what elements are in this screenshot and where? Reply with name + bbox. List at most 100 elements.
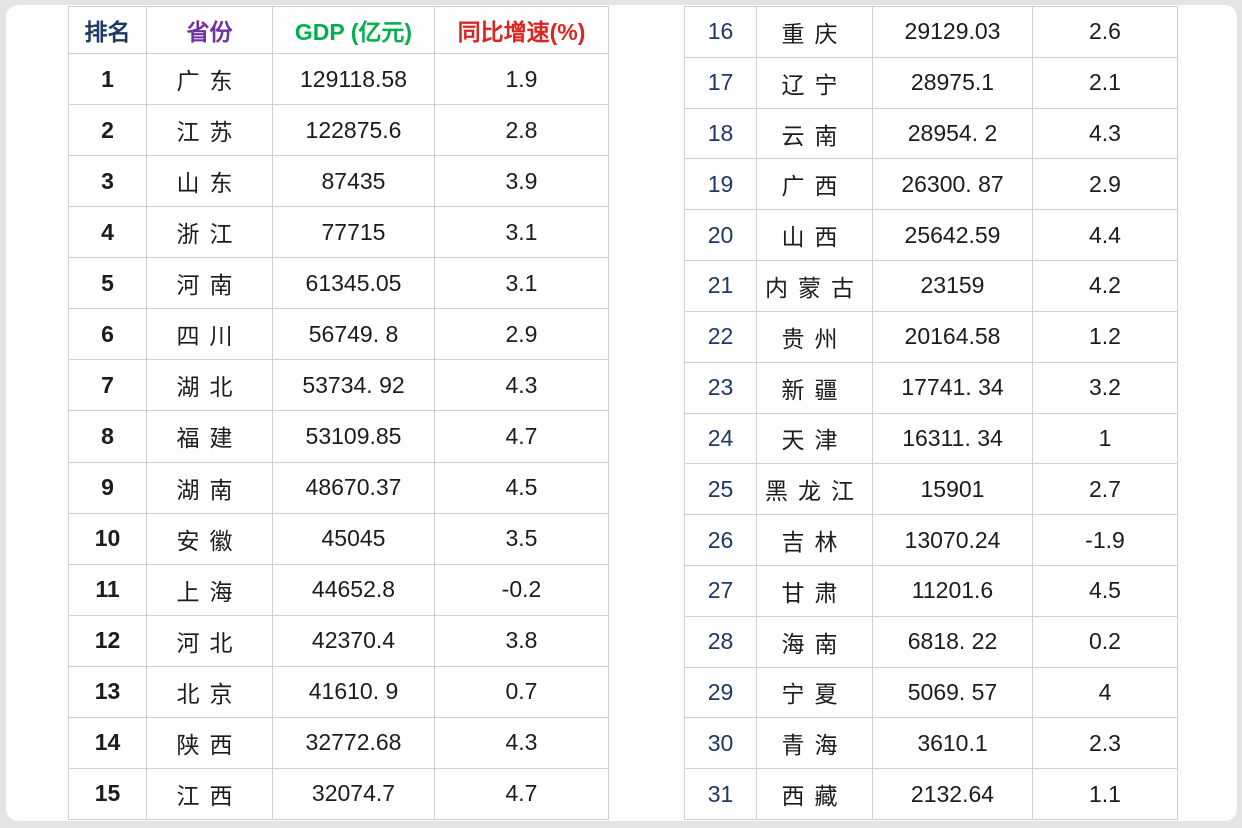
growth-cell: 1.2 <box>1032 310 1178 363</box>
gdp-cell: 29129.03 <box>872 6 1033 58</box>
rank-cell: 3 <box>68 155 147 208</box>
growth-cell: 2.6 <box>1032 6 1178 58</box>
gdp-cell: 53734. 92 <box>272 359 435 412</box>
rank-cell: 22 <box>684 310 757 363</box>
table-row: 1 广东 129118.58 1.9 <box>68 52 609 106</box>
growth-cell: -0.2 <box>434 563 609 616</box>
table-row: 22 贵州 20164.58 1.2 <box>684 310 1178 363</box>
header-row: 排名 省份 GDP (亿元) 同比增速(%) <box>68 6 609 54</box>
growth-cell: 2.1 <box>1032 56 1178 109</box>
gdp-cell: 32772.68 <box>272 716 435 769</box>
growth-cell: 4.5 <box>434 461 609 514</box>
rank-cell: 10 <box>68 512 147 565</box>
gdp-cell: 28954. 2 <box>872 107 1033 160</box>
rank-cell: 19 <box>684 158 757 211</box>
province-cell: 湖北 <box>146 359 273 412</box>
province-cell: 湖南 <box>146 461 273 514</box>
table-row: 21 内蒙古 23159 4.2 <box>684 260 1178 312</box>
gdp-cell: 25642.59 <box>872 209 1033 262</box>
gdp-cell: 20164.58 <box>872 310 1033 363</box>
table-row: 23 新疆 17741. 34 3.2 <box>684 361 1178 414</box>
table-row: 4 浙江 77715 3.1 <box>68 206 609 259</box>
table-row: 31 西藏 2132.64 1.1 <box>684 768 1178 820</box>
province-cell: 广东 <box>146 52 273 106</box>
gdp-cell: 16311. 34 <box>872 412 1033 465</box>
province-cell: 安徽 <box>146 512 273 565</box>
rank-cell: 21 <box>684 260 757 312</box>
table-row: 30 青海 3610.1 2.3 <box>684 717 1178 770</box>
growth-cell: 4.7 <box>434 767 609 821</box>
growth-cell: 0.2 <box>1032 615 1178 668</box>
province-cell: 福建 <box>146 410 273 463</box>
gdp-cell: 61345.05 <box>272 257 435 310</box>
province-cell: 新疆 <box>756 361 873 414</box>
header-province: 省份 <box>146 6 273 54</box>
rank-cell: 2 <box>68 104 147 157</box>
province-cell: 广西 <box>756 158 873 211</box>
growth-cell: 1 <box>1032 412 1178 465</box>
rank-cell: 29 <box>684 666 757 719</box>
gdp-cell: 42370.4 <box>272 614 435 667</box>
rank-cell: 6 <box>68 308 147 361</box>
gdp-cell: 5069. 57 <box>872 666 1033 719</box>
gdp-cell: 32074.7 <box>272 767 435 821</box>
province-cell: 河北 <box>146 614 273 667</box>
table-header: 排名 省份 GDP (亿元) 同比增速(%) <box>68 6 609 54</box>
table-row: 19 广西 26300. 87 2.9 <box>684 158 1178 211</box>
rank-cell: 27 <box>684 564 757 617</box>
table-row: 8 福建 53109.85 4.7 <box>68 410 609 463</box>
rank-cell: 23 <box>684 361 757 414</box>
table-row: 5 河南 61345.05 3.1 <box>68 257 609 310</box>
rank-cell: 12 <box>68 614 147 667</box>
gdp-cell: 48670.37 <box>272 461 435 514</box>
header-gdp: GDP (亿元) <box>272 6 435 54</box>
province-cell: 重庆 <box>756 6 873 58</box>
rank-cell: 17 <box>684 56 757 109</box>
province-cell: 海南 <box>756 615 873 668</box>
table-row: 24 天津 16311. 34 1 <box>684 412 1178 465</box>
growth-cell: 3.5 <box>434 512 609 565</box>
rank-cell: 16 <box>684 6 757 58</box>
table-row: 15 江西 32074.7 4.7 <box>68 767 609 821</box>
growth-cell: -1.9 <box>1032 514 1178 566</box>
gdp-cell: 3610.1 <box>872 717 1033 770</box>
table-row: 14 陕西 32772.68 4.3 <box>68 716 609 769</box>
province-cell: 贵州 <box>756 310 873 363</box>
table-row: 29 宁夏 5069. 57 4 <box>684 666 1178 719</box>
province-cell: 江苏 <box>146 104 273 157</box>
table-row: 16 重庆 29129.03 2.6 <box>684 6 1178 58</box>
rank-cell: 9 <box>68 461 147 514</box>
rank-cell: 28 <box>684 615 757 668</box>
rank-cell: 24 <box>684 412 757 465</box>
table-row: 10 安徽 45045 3.5 <box>68 512 609 565</box>
gdp-cell: 45045 <box>272 512 435 565</box>
table-row: 6 四川 56749. 8 2.9 <box>68 308 609 361</box>
gdp-cell: 11201.6 <box>872 564 1033 617</box>
gdp-cell: 15901 <box>872 463 1033 516</box>
province-cell: 甘肃 <box>756 564 873 617</box>
growth-cell: 1.9 <box>434 52 609 106</box>
rank-cell: 20 <box>684 209 757 262</box>
growth-cell: 4.4 <box>1032 209 1178 262</box>
growth-cell: 3.8 <box>434 614 609 667</box>
spreadsheet-sheet: 排名 省份 GDP (亿元) 同比增速(%) 1 广东 129118.58 1.9 2 江… <box>6 5 1237 821</box>
gdp-cell: 53109.85 <box>272 410 435 463</box>
table-row: 13 北京 41610. 9 0.7 <box>68 665 609 718</box>
gdp-cell: 28975.1 <box>872 56 1033 109</box>
table-row: 9 湖南 48670.37 4.5 <box>68 461 609 514</box>
gdp-cell: 2132.64 <box>872 768 1033 820</box>
province-cell: 河南 <box>146 257 273 310</box>
header-growth: 同比增速(%) <box>434 6 609 54</box>
gdp-cell: 87435 <box>272 155 435 208</box>
province-cell: 吉林 <box>756 514 873 566</box>
rank-cell: 31 <box>684 768 757 820</box>
gdp-cell: 23159 <box>872 260 1033 312</box>
table-row: 17 辽宁 28975.1 2.1 <box>684 56 1178 109</box>
rank-cell: 13 <box>68 665 147 718</box>
growth-cell: 1.1 <box>1032 768 1178 820</box>
table-row: 26 吉林 13070.24 -1.9 <box>684 514 1178 566</box>
growth-cell: 4.3 <box>434 716 609 769</box>
province-cell: 浙江 <box>146 206 273 259</box>
rank-cell: 11 <box>68 563 147 616</box>
province-cell: 山东 <box>146 155 273 208</box>
